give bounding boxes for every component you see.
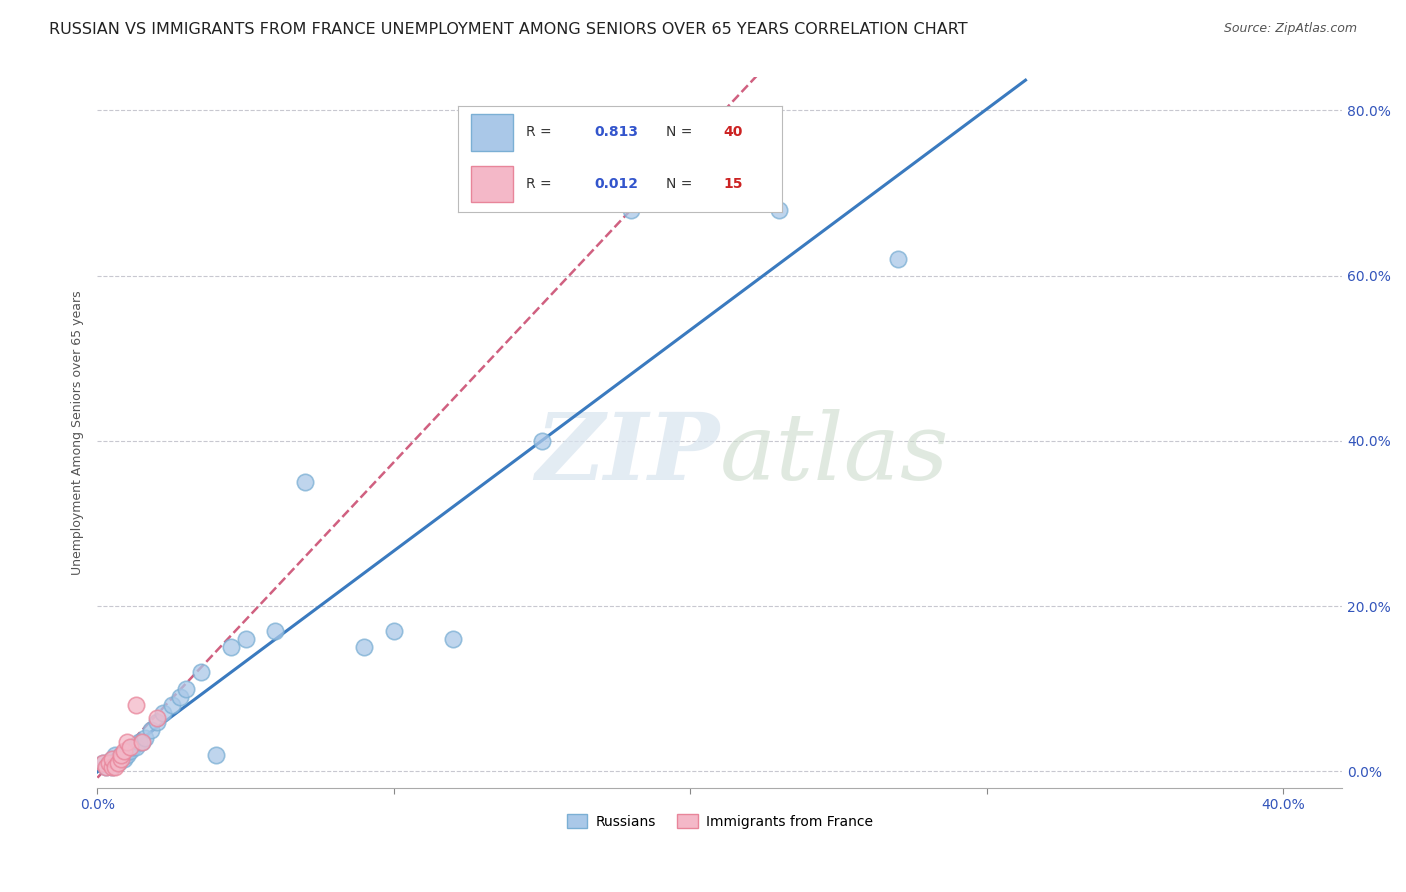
Point [112,752,135,766]
Point [125,739,148,754]
Point [128,735,150,749]
Point [152,706,174,721]
Point [115,735,138,749]
Point [115,744,138,758]
Point [96,760,118,774]
Point [219,640,242,655]
Point [205,747,228,762]
Point [115,747,138,762]
Point [264,624,287,638]
Point [131,735,153,749]
Point [101,752,124,766]
Point [353,640,375,655]
Text: Source: ZipAtlas.com: Source: ZipAtlas.com [1223,22,1357,36]
Point [145,714,167,729]
Point [118,739,141,754]
Text: atlas: atlas [720,409,949,499]
Point [145,711,167,725]
Point [382,624,405,638]
Point [93,756,115,770]
Point [768,202,790,217]
Point [101,760,124,774]
Point [169,690,191,704]
Point [139,723,162,737]
Point [110,747,132,762]
Point [112,747,135,762]
Point [101,760,124,774]
Point [122,739,145,754]
Point [104,760,127,774]
Point [93,756,115,770]
Point [104,756,127,770]
Point [125,698,148,713]
Point [441,632,464,647]
Point [531,434,554,448]
Point [134,731,156,746]
Point [294,475,316,490]
Point [886,252,908,267]
Point [118,744,141,758]
Point [110,747,132,762]
Point [176,681,198,696]
Text: RUSSIAN VS IMMIGRANTS FROM FRANCE UNEMPLOYMENT AMONG SENIORS OVER 65 YEARS CORRE: RUSSIAN VS IMMIGRANTS FROM FRANCE UNEMPL… [49,22,967,37]
Point [107,752,129,766]
Point [96,760,118,774]
Y-axis label: Unemployment Among Seniors over 65 years: Unemployment Among Seniors over 65 years [72,290,84,575]
Point [110,752,132,766]
Point [107,756,129,770]
Text: ZIP: ZIP [536,409,720,499]
Point [98,756,121,770]
Point [160,698,183,713]
Point [110,752,132,766]
Point [98,756,121,770]
Point [620,202,643,217]
Point [104,747,127,762]
Point [107,756,129,770]
Point [190,665,212,680]
Legend: Russians, Immigrants from France: Russians, Immigrants from France [561,808,879,834]
Point [235,632,257,647]
Point [112,744,135,758]
Point [131,735,153,749]
Point [101,752,124,766]
